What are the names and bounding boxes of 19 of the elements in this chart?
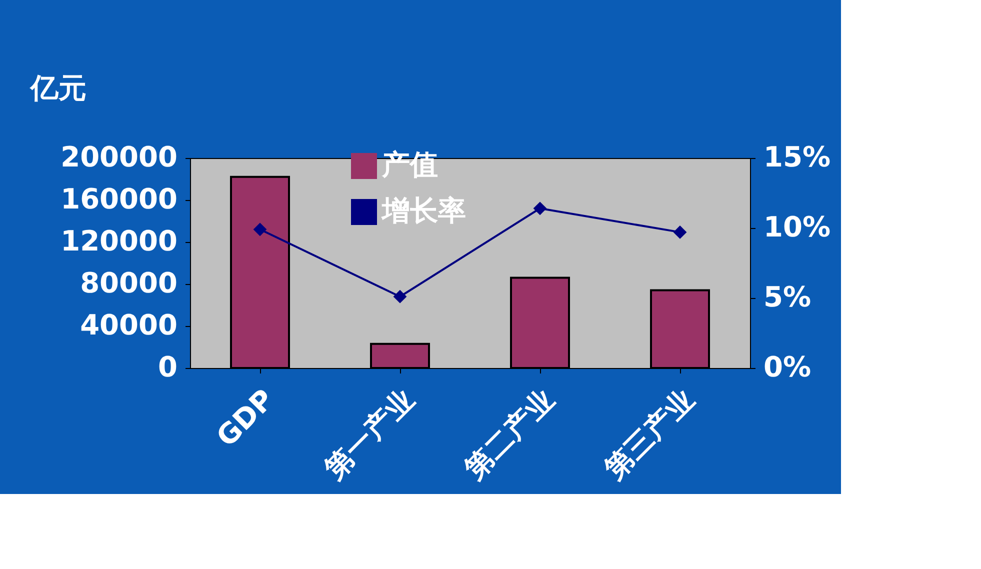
- y2-tick-label: 10%: [764, 210, 831, 244]
- x-tick-label: 第三产业: [597, 382, 701, 486]
- y-tick-label: 80000: [80, 266, 178, 300]
- y2-tick-label: 5%: [764, 280, 812, 314]
- point: [673, 225, 687, 239]
- x-tick-label: 第二产业: [457, 382, 561, 486]
- y-tick-label: 0: [158, 350, 178, 384]
- y-tick-label: 120000: [60, 224, 178, 258]
- point: [393, 290, 407, 304]
- y-tick-label: 200000: [60, 140, 178, 174]
- x-tick-label: 第一产业: [317, 382, 421, 486]
- y2-tick-label: 0%: [764, 350, 812, 384]
- y-tick-label: 160000: [60, 182, 178, 216]
- y-axis-title: 亿元: [30, 72, 86, 104]
- legend-label: 增长率: [380, 194, 466, 227]
- y2-tick-label: 15%: [764, 140, 831, 174]
- y-tick-label: 40000: [80, 308, 178, 342]
- point: [253, 222, 267, 236]
- point: [533, 202, 547, 216]
